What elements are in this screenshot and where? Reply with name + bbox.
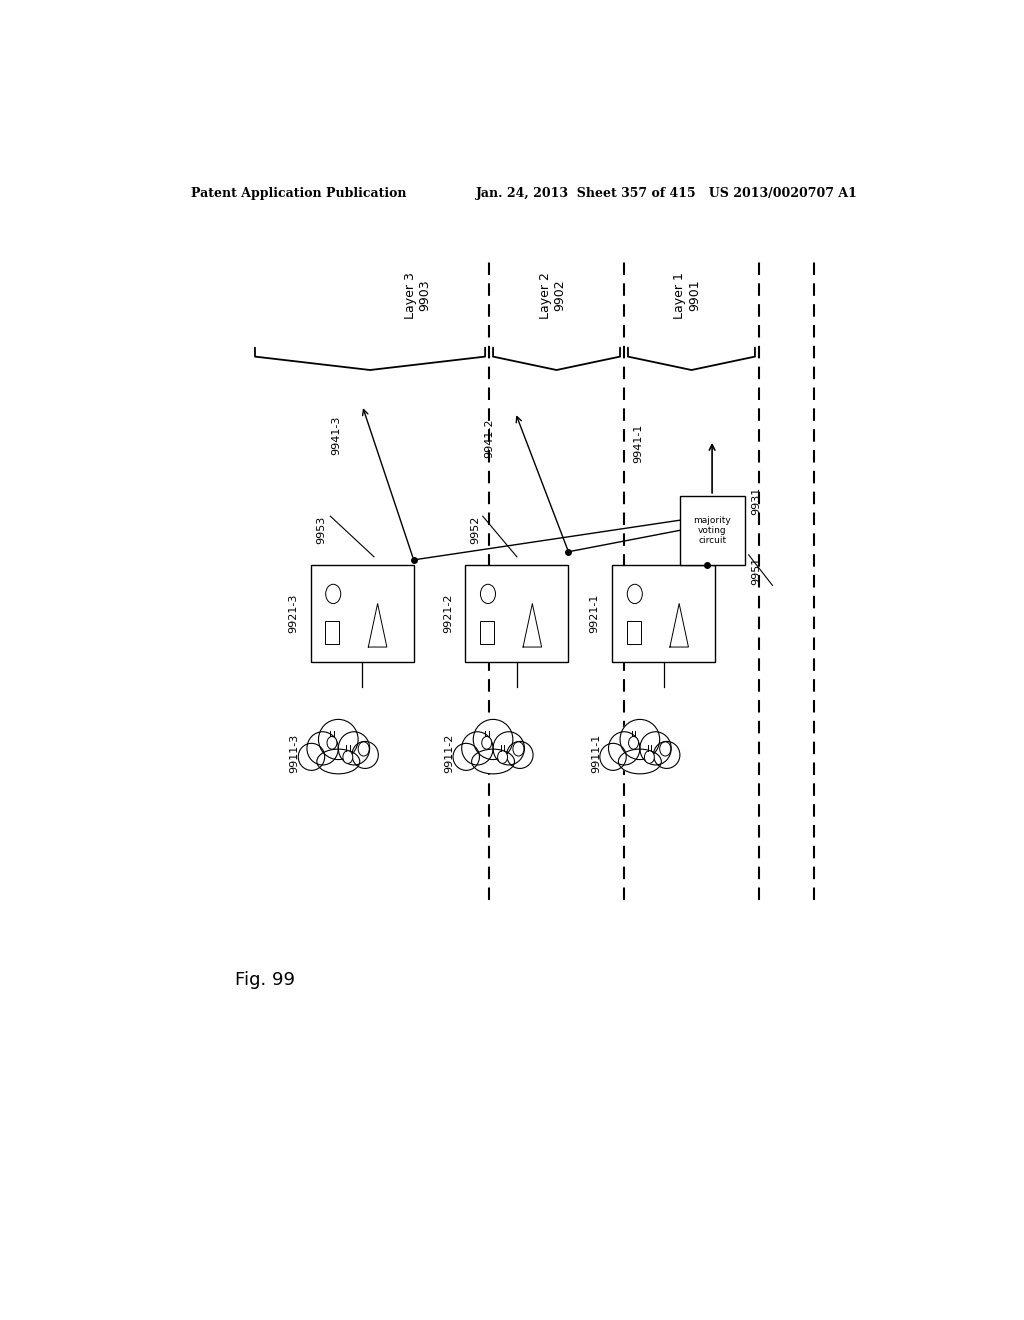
- Text: 9911-3: 9911-3: [290, 734, 300, 772]
- Ellipse shape: [494, 731, 524, 766]
- Text: Layer 1
9901: Layer 1 9901: [674, 272, 701, 319]
- Ellipse shape: [298, 743, 325, 771]
- Text: 9921-3: 9921-3: [288, 594, 298, 632]
- Ellipse shape: [618, 750, 662, 774]
- Ellipse shape: [316, 750, 359, 774]
- Text: 9951: 9951: [752, 557, 762, 585]
- Ellipse shape: [600, 743, 627, 771]
- Circle shape: [327, 737, 337, 750]
- Text: Fig. 99: Fig. 99: [236, 970, 295, 989]
- Ellipse shape: [653, 742, 680, 768]
- Text: 9921-1: 9921-1: [590, 594, 600, 632]
- Ellipse shape: [318, 719, 358, 759]
- Text: 9941-1: 9941-1: [633, 424, 643, 463]
- Text: Jan. 24, 2013  Sheet 357 of 415   US 2013/0020707 A1: Jan. 24, 2013 Sheet 357 of 415 US 2013/0…: [476, 187, 858, 201]
- Ellipse shape: [608, 731, 640, 766]
- Text: 9931: 9931: [752, 487, 762, 515]
- Ellipse shape: [453, 743, 479, 771]
- Text: 9921-2: 9921-2: [442, 594, 453, 634]
- Ellipse shape: [621, 719, 659, 759]
- Circle shape: [644, 751, 654, 763]
- Ellipse shape: [640, 731, 672, 766]
- Text: 9952: 9952: [471, 515, 480, 544]
- Circle shape: [343, 751, 353, 763]
- Bar: [627, 620, 641, 644]
- Text: Layer 3
9903: Layer 3 9903: [403, 272, 432, 319]
- Bar: [479, 620, 495, 644]
- Bar: [680, 496, 744, 565]
- Text: 9953: 9953: [315, 515, 326, 544]
- Ellipse shape: [307, 731, 338, 766]
- Bar: [612, 565, 716, 661]
- Text: 9911-2: 9911-2: [444, 734, 455, 772]
- Circle shape: [481, 737, 492, 750]
- Ellipse shape: [472, 750, 514, 774]
- Text: 9941-3: 9941-3: [331, 416, 341, 454]
- Text: Layer 2
9902: Layer 2 9902: [539, 272, 566, 319]
- Ellipse shape: [507, 742, 534, 768]
- Text: majority
voting
circuit: majority voting circuit: [693, 516, 731, 545]
- Text: 9911-1: 9911-1: [591, 734, 601, 772]
- Text: Patent Application Publication: Patent Application Publication: [191, 187, 407, 201]
- Ellipse shape: [473, 719, 513, 759]
- Ellipse shape: [462, 731, 494, 766]
- Bar: [325, 620, 339, 644]
- Bar: [465, 565, 568, 661]
- Text: 9941-2: 9941-2: [484, 418, 495, 458]
- Circle shape: [498, 751, 508, 763]
- Ellipse shape: [338, 731, 370, 766]
- Ellipse shape: [352, 742, 378, 768]
- Bar: [310, 565, 414, 661]
- Circle shape: [629, 737, 639, 750]
